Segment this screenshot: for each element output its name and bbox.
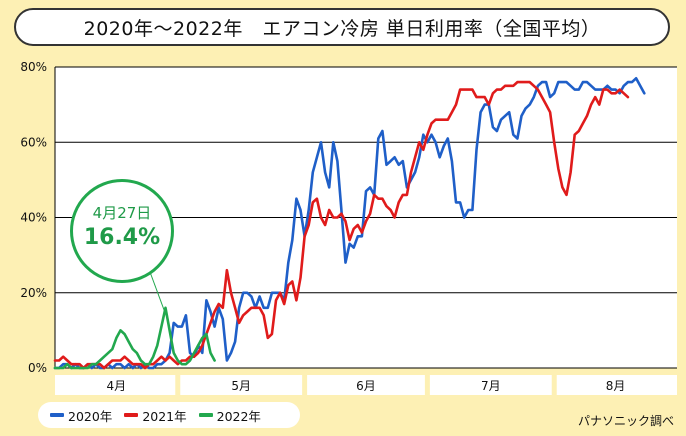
chart-title: 2020年〜2022年 エアコン冷房 単日利用率（全国平均） — [14, 8, 670, 46]
series-line-2020 — [53, 77, 646, 370]
callout-date: 4月27日 — [92, 204, 152, 222]
y-tick-label: 20% — [20, 286, 47, 300]
legend-item-2020: 2020年 — [50, 406, 112, 425]
x-tick-label: 5月 — [231, 379, 251, 393]
month-band — [55, 375, 677, 395]
callout-pointer — [149, 271, 166, 314]
series-line-2022 — [53, 306, 216, 370]
source-note: パナソニック調べ — [577, 414, 674, 428]
legend-swatch-2020 — [50, 413, 64, 417]
y-tick-label: 40% — [20, 211, 47, 225]
legend-item-2022: 2022年 — [198, 406, 261, 425]
legend-swatch-2022 — [198, 413, 213, 417]
legend-item-2021: 2021年 — [124, 406, 187, 425]
x-tick-label: 4月 — [107, 379, 127, 393]
x-tick-label: 7月 — [481, 379, 501, 393]
legend-swatch-2021 — [124, 413, 139, 417]
legend-label-2021: 2021年 — [142, 408, 187, 424]
callout-bubble: 4月27日 16.4% — [70, 179, 174, 283]
x-tick-label: 8月 — [606, 379, 626, 393]
legend-label-2022: 2022年 — [216, 408, 261, 424]
y-tick-label: 80% — [20, 60, 47, 74]
y-tick-label: 0% — [28, 361, 47, 375]
x-tick-label: 6月 — [356, 379, 376, 393]
y-tick-label: 60% — [20, 135, 47, 149]
callout-value: 16.4% — [83, 225, 161, 250]
legend-label-2020: 2020年 — [68, 408, 113, 424]
legend: 2020年 2021年 2022年 — [38, 402, 300, 428]
chart-title-text: 2020年〜2022年 エアコン冷房 単日利用率（全国平均） — [83, 17, 601, 40]
